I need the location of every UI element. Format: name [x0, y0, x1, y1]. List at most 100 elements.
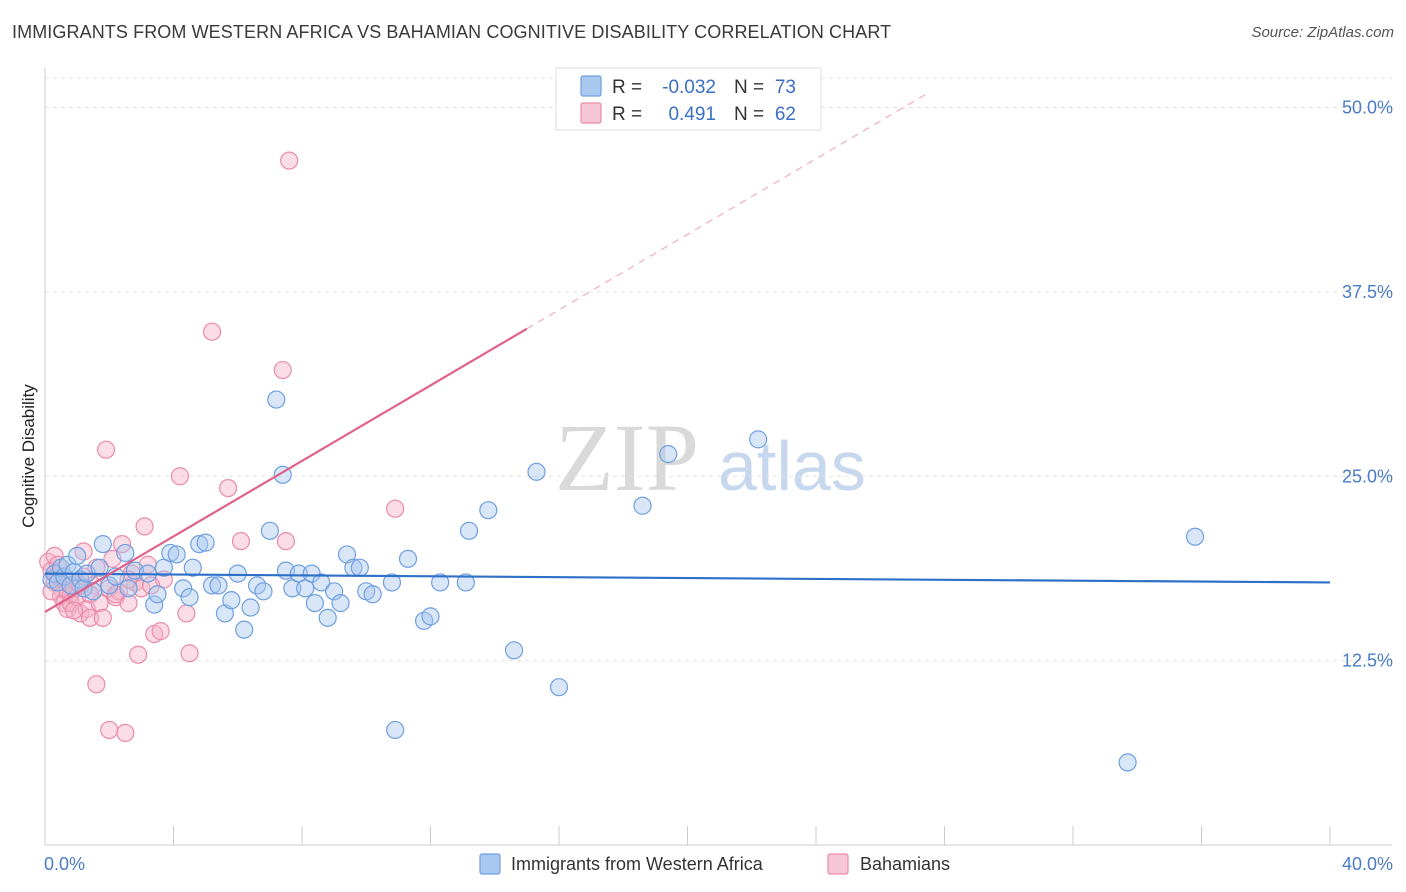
- western-africa-point: [180, 588, 199, 607]
- western-africa-point: [363, 585, 382, 604]
- legend-swatch-pink: [580, 102, 602, 124]
- bahamians-point: [276, 532, 296, 551]
- y-tick-labels: 12.5% 25.0% 37.5% 50.0%: [1342, 98, 1393, 671]
- legend-swatch-blue: [580, 75, 602, 97]
- bahamians-point: [80, 608, 100, 627]
- western-africa-point: [549, 678, 569, 697]
- legend-n-label-pink: N =: [734, 104, 764, 125]
- western-africa-point: [260, 521, 279, 540]
- western-africa-point: [161, 543, 180, 563]
- legend-r-label-pink: R =: [612, 104, 642, 125]
- y-axis-label: Cognitive Disability: [19, 384, 38, 528]
- western-africa-point: [331, 593, 350, 613]
- bahamians-point: [64, 601, 84, 620]
- x-tick-label-max: 40.0%: [1342, 854, 1393, 874]
- legend-n-label-blue: N =: [734, 77, 764, 98]
- western-africa-point: [202, 576, 222, 595]
- bahamians-trend-line: [44, 327, 528, 613]
- bahamians-point: [129, 645, 148, 664]
- y-tick-label: 25.0%: [1342, 466, 1393, 486]
- watermark-zip: ZIP: [555, 404, 699, 511]
- western-africa-point: [382, 573, 402, 592]
- western-africa-point: [68, 546, 87, 566]
- western-africa-point: [90, 558, 109, 577]
- y-tick-label: 37.5%: [1342, 282, 1393, 302]
- bahamians-point: [177, 604, 196, 623]
- western-africa-point: [235, 620, 254, 639]
- western-africa-point: [527, 462, 546, 481]
- bahamians-point: [96, 440, 116, 459]
- western-africa-point: [1118, 753, 1137, 772]
- western-africa-point: [659, 445, 678, 464]
- western-africa-point: [318, 608, 337, 627]
- bahamians-point: [273, 360, 292, 380]
- legend-n-pink: 62: [775, 104, 796, 125]
- bahamians-point: [280, 151, 299, 170]
- western-africa-points: [42, 390, 1205, 772]
- western-africa-point: [431, 573, 450, 592]
- bahamians-point: [135, 517, 154, 536]
- bottom-legend-swatch-pink: [827, 853, 849, 875]
- watermark: ZIP atlas: [555, 404, 866, 511]
- western-africa-point: [167, 545, 186, 564]
- bottom-legend-label-blue: Immigrants from Western Africa: [511, 854, 764, 874]
- bahamians-point: [202, 322, 222, 341]
- western-africa-point: [325, 582, 344, 601]
- western-africa-point: [312, 573, 331, 592]
- bahamians-point: [119, 593, 138, 613]
- legend-r-pink: 0.491: [668, 104, 716, 125]
- legend-r-label-blue: R =: [612, 77, 642, 98]
- bahamians-point: [87, 675, 106, 694]
- bahamians-point: [116, 723, 135, 743]
- western-africa-point: [254, 582, 273, 601]
- western-africa-point: [84, 582, 103, 601]
- bahamians-point: [386, 499, 405, 518]
- western-africa-point: [633, 496, 652, 515]
- western-africa-point: [116, 543, 135, 563]
- watermark-atlas: atlas: [718, 427, 866, 505]
- western-africa-point: [267, 390, 286, 409]
- bahamians-point: [180, 644, 199, 663]
- western-africa-point: [305, 593, 324, 613]
- western-africa-point: [119, 579, 138, 598]
- bahamians-point: [100, 720, 119, 740]
- western-africa-point: [459, 521, 479, 540]
- series-legend: Immigrants from Western Africa Bahamians: [479, 853, 950, 875]
- western-africa-point: [504, 641, 524, 660]
- bahamians-point: [170, 467, 190, 486]
- western-africa-point: [183, 558, 202, 577]
- bahamians-point: [219, 478, 238, 498]
- x-tick-label-min: 0.0%: [44, 854, 85, 874]
- western-africa-point: [241, 598, 260, 617]
- bahamians-points: [39, 151, 405, 743]
- western-africa-point: [749, 430, 768, 449]
- y-tick-label: 12.5%: [1342, 651, 1393, 671]
- bottom-legend-label-pink: Bahamians: [860, 854, 950, 874]
- western-africa-trend-line: [44, 572, 1331, 584]
- western-africa-point: [386, 720, 405, 740]
- western-africa-point: [209, 576, 228, 595]
- axes: [44, 68, 1392, 846]
- trend-lines: [44, 92, 1331, 613]
- western-africa-point: [456, 573, 475, 592]
- x-tick-labels: 0.0% 40.0%: [44, 854, 1393, 874]
- bahamians-point: [151, 622, 170, 641]
- western-africa-point: [350, 558, 369, 577]
- bottom-legend-swatch-blue: [479, 853, 501, 875]
- western-africa-point: [145, 595, 164, 614]
- western-africa-point: [228, 564, 247, 583]
- western-africa-point: [1185, 527, 1205, 546]
- western-africa-point: [479, 501, 498, 520]
- bahamians-point: [231, 532, 251, 551]
- legend-r-blue: -0.032: [662, 77, 716, 98]
- bahamians-point: [93, 608, 112, 627]
- legend-n-blue: 73: [775, 77, 796, 98]
- grid-lines: [45, 77, 1392, 662]
- western-africa-point: [196, 533, 215, 552]
- correlation-legend: R = -0.032 N = 73 R = 0.491 N = 62: [555, 67, 822, 131]
- western-africa-point: [421, 607, 440, 626]
- chart-title: IMMIGRANTS FROM WESTERN AFRICA VS BAHAMI…: [12, 22, 892, 42]
- western-africa-point: [190, 534, 209, 554]
- western-africa-point: [398, 549, 418, 568]
